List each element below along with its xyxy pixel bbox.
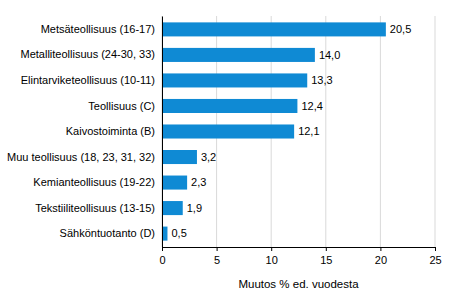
x-tick: 10	[266, 247, 278, 266]
y-tick: Kaivostoiminta (B)	[66, 125, 162, 137]
grid-line	[380, 16, 381, 247]
grid	[162, 16, 435, 247]
grid-line	[435, 16, 436, 247]
x-tick-mark	[271, 247, 272, 251]
data-label: 12,1	[298, 125, 319, 137]
data-label: 13,3	[311, 74, 332, 86]
y-tick-label: Tekstiiliteollisuus (13-15)	[35, 202, 155, 214]
x-tick-mark	[162, 247, 163, 251]
y-tick-label: Teollisuus (C)	[88, 99, 155, 111]
y-axis-line	[162, 17, 163, 248]
bar	[162, 48, 315, 62]
bar	[162, 22, 386, 36]
y-tick: Metsäteollisuus (16-17)	[41, 23, 162, 35]
data-labels: 20,5 14,0 13,3 12,4 12,1 3,2 2,3 1,9 0,5	[171, 23, 411, 239]
x-axis: 0 5 10 15 20 25	[159, 247, 441, 266]
y-tick-label: Metalliteollisuus (24-30, 33)	[20, 48, 155, 60]
x-tick-mark	[217, 247, 218, 251]
x-tick-label: 0	[159, 254, 165, 266]
x-tick: 0	[159, 247, 165, 266]
data-label: 2,3	[191, 176, 206, 188]
y-tick: Kemianteollisuus (19-22)	[33, 176, 162, 188]
y-tick: Muu teollisuus (18, 23, 31, 32)	[7, 151, 162, 163]
x-tick: 20	[375, 247, 387, 266]
x-tick-label: 20	[375, 254, 387, 266]
x-tick-mark	[326, 247, 327, 251]
bar	[162, 124, 294, 138]
data-label: 3,2	[201, 151, 216, 163]
data-label: 12,4	[301, 100, 322, 112]
data-label: 20,5	[390, 23, 411, 35]
x-tick-mark	[435, 247, 436, 251]
x-tick: 15	[320, 247, 332, 266]
y-tick-label: Kemianteollisuus (19-22)	[33, 176, 155, 188]
chart: 0 5 10 15 20 25 Metsäteollisuus (16-17) Metalli…	[0, 0, 454, 302]
y-tick-label: Kaivostoiminta (B)	[66, 125, 155, 137]
y-tick: Sähköntuotanto (D)	[60, 227, 162, 239]
bar	[162, 99, 297, 113]
data-label: 14,0	[319, 49, 340, 61]
y-tick: Metalliteollisuus (24-30, 33)	[20, 48, 162, 60]
x-axis-line	[163, 247, 436, 248]
x-tick-label: 25	[429, 254, 441, 266]
y-tick-label: Metsäteollisuus (16-17)	[41, 23, 155, 35]
data-label: 1,9	[187, 202, 202, 214]
x-tick-mark	[380, 247, 381, 251]
y-tick: Elintarviketeollisuus (10-11)	[21, 74, 162, 86]
y-tick-label: Muu teollisuus (18, 23, 31, 32)	[7, 151, 155, 163]
x-tick-label: 15	[320, 254, 332, 266]
y-axis: Metsäteollisuus (16-17) Metalliteollisuus…	[7, 17, 162, 248]
x-tick-label: 10	[266, 254, 278, 266]
bar	[162, 201, 183, 215]
bars	[162, 22, 386, 240]
y-tick: Tekstiiliteollisuus (13-15)	[35, 202, 162, 214]
plot: 0 5 10 15 20 25 Metsäteollisuus (16-17) Metalli…	[7, 16, 442, 266]
x-tick: 5	[214, 247, 220, 266]
bar	[162, 176, 187, 190]
y-tick-label: Sähköntuotanto (D)	[60, 227, 155, 239]
x-tick: 25	[429, 247, 441, 266]
y-tick-label: Elintarviketeollisuus (10-11)	[21, 74, 155, 86]
y-tick: Teollisuus (C)	[88, 99, 162, 111]
bar	[162, 73, 307, 87]
x-axis-title: Muutos % ed. vuodesta	[238, 278, 359, 290]
bar	[162, 150, 197, 164]
grid-line	[162, 16, 163, 247]
data-label: 0,5	[171, 227, 186, 239]
x-tick-label: 5	[214, 254, 220, 266]
